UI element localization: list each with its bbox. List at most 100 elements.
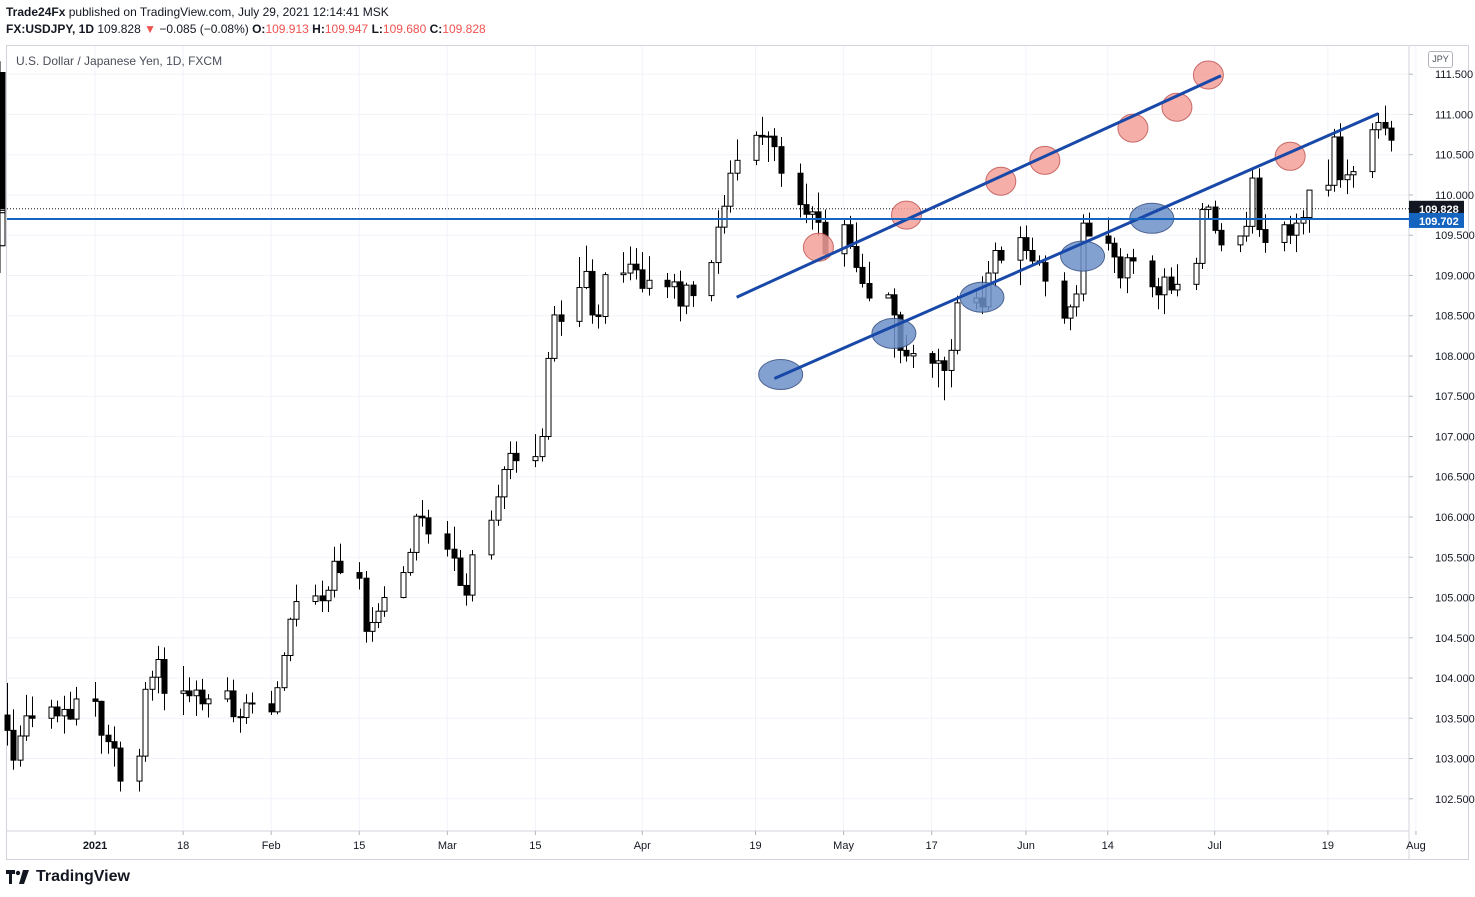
- change-text: −0.085 (−0.08%): [159, 22, 249, 36]
- candle: [1218, 223, 1225, 252]
- candle-body: [708, 262, 715, 297]
- candle-body: [633, 263, 640, 271]
- x-tick-label: 18: [177, 840, 189, 852]
- open-label: O:: [252, 22, 266, 36]
- candle: [105, 724, 112, 754]
- candle-body: [0, 72, 6, 115]
- candle-body: [1331, 136, 1338, 186]
- candle: [708, 260, 715, 302]
- candle: [1073, 285, 1080, 317]
- candle-body: [10, 729, 17, 761]
- candle-body: [1293, 222, 1300, 236]
- candle: [98, 700, 105, 754]
- candle-body: [111, 741, 118, 749]
- candle-body: [589, 270, 596, 316]
- candle: [620, 252, 627, 283]
- candle: [48, 699, 55, 729]
- candle: [929, 351, 936, 378]
- candle-body: [715, 226, 722, 264]
- y-tick-label: 106.000: [1435, 512, 1475, 524]
- candle-body: [149, 676, 156, 690]
- candle-body: [92, 698, 99, 702]
- author-name[interactable]: Trade24Fx: [6, 5, 66, 19]
- candle: [73, 686, 80, 726]
- candle-body: [727, 172, 734, 207]
- y-tick-label: 103.000: [1435, 754, 1475, 766]
- candle: [1029, 237, 1036, 265]
- candle-body: [98, 700, 105, 736]
- candle-body: [1337, 136, 1344, 181]
- candle-body: [4, 714, 11, 731]
- candle: [507, 441, 514, 480]
- candle: [683, 282, 690, 315]
- candle-body: [325, 589, 332, 602]
- candle-body: [1124, 257, 1131, 279]
- candle: [602, 272, 609, 324]
- candle: [425, 509, 432, 544]
- candle: [17, 725, 24, 767]
- candle: [910, 344, 917, 369]
- last-price-tag: [1409, 200, 1464, 216]
- y-tick-label: 107.500: [1435, 391, 1475, 403]
- candle-body: [1130, 257, 1137, 262]
- candle: [281, 652, 288, 691]
- high-value: 109.947: [324, 22, 369, 36]
- candle: [1375, 112, 1382, 139]
- chart-frame[interactable]: [6, 45, 1469, 860]
- candle-body: [639, 269, 646, 289]
- candle-body: [841, 224, 848, 255]
- candle-body: [369, 621, 376, 632]
- candle: [809, 206, 816, 230]
- candle: [1388, 120, 1395, 152]
- candle: [589, 259, 596, 324]
- candle: [948, 339, 955, 388]
- candle-body: [1029, 250, 1036, 262]
- candle-body: [451, 548, 458, 559]
- x-tick-label: Mar: [438, 840, 457, 852]
- candle: [319, 580, 326, 613]
- candle-body: [929, 353, 936, 364]
- x-tick-label: Aug: [1406, 840, 1426, 852]
- candle-body: [891, 294, 898, 316]
- publish-info: Trade24Fx published on TradingView.com, …: [6, 5, 389, 20]
- candle-body: [671, 281, 678, 288]
- candle-body: [948, 349, 955, 371]
- candle-body: [765, 135, 772, 138]
- candle: [356, 562, 363, 590]
- currency-badge[interactable]: JPY: [1428, 51, 1453, 68]
- lower-trendline: [773, 112, 1379, 380]
- upper-trendline: [736, 74, 1222, 299]
- candle: [803, 183, 810, 224]
- candle: [363, 570, 370, 643]
- candle: [224, 677, 231, 703]
- candle: [325, 586, 332, 613]
- candle-body: [337, 560, 344, 574]
- candle: [111, 726, 118, 767]
- candle: [954, 295, 961, 355]
- candle-body: [243, 702, 250, 718]
- tradingview-logo[interactable]: TradingView: [6, 868, 130, 886]
- candle: [1262, 214, 1269, 253]
- candle: [495, 484, 502, 526]
- candle: [885, 292, 892, 299]
- candle: [941, 356, 948, 401]
- x-axis-labels: 2021 18 Feb 15 Mar 15 Apr 19 May 17 Jun 14 Jul 19 Aug: [83, 831, 1426, 852]
- candle-body: [690, 284, 697, 297]
- candle-body: [778, 146, 785, 174]
- candle: [1382, 105, 1389, 136]
- candle: [841, 218, 848, 267]
- candle-body: [1023, 237, 1030, 252]
- candle: [778, 136, 785, 187]
- y-tick-label: 106.500: [1435, 472, 1475, 484]
- y-tick-label: 109.500: [1435, 230, 1475, 242]
- y-tick-label: 104.000: [1435, 673, 1475, 685]
- candle-body: [1086, 222, 1093, 237]
- candle: [1124, 253, 1131, 294]
- tradingview-logo-icon: [6, 870, 29, 884]
- candle-body: [230, 690, 237, 718]
- candle: [457, 550, 464, 586]
- support-touch-marker: [871, 317, 917, 349]
- candle-body: [576, 287, 583, 322]
- candle: [677, 270, 684, 322]
